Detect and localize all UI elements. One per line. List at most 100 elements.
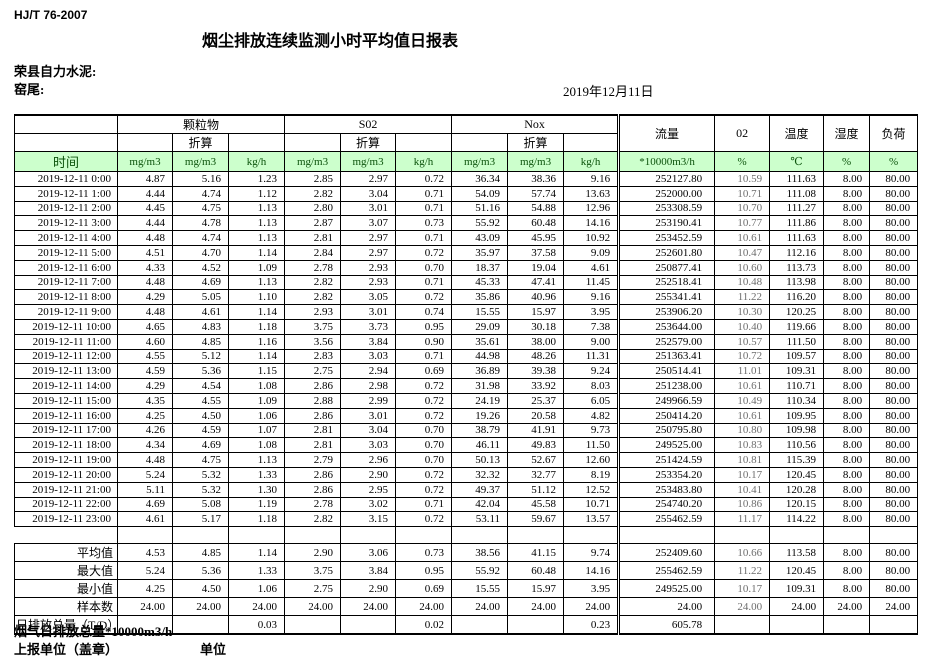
value-cell: 1.13 <box>227 274 286 291</box>
value-cell: 80.00 <box>869 171 919 187</box>
value-cell: 5.32 <box>172 466 229 483</box>
value-cell: 32.32 <box>451 466 509 483</box>
page-title: 烟尘排放连续监测小时平均值日报表 <box>201 33 458 50</box>
group-header-o2: 02 <box>714 114 771 152</box>
value-cell: 43.09 <box>451 230 509 246</box>
unit-cell: kg/h <box>227 151 286 172</box>
value-cell: 2.86 <box>284 466 342 483</box>
value-cell: 4.74 <box>172 185 229 202</box>
value-cell: 3.04 <box>340 185 397 202</box>
value-cell: 0.72 <box>395 481 453 498</box>
value-cell: 2.82 <box>284 511 342 528</box>
value-cell: 120.45 <box>769 466 825 483</box>
value-cell: 113.73 <box>769 259 825 276</box>
blank-cell <box>284 526 342 545</box>
time-cell: 2019-12-11 22:00 <box>14 496 118 513</box>
value-cell: 4.48 <box>117 274 173 291</box>
value-cell: 24.00 <box>395 597 453 617</box>
blank-cell <box>14 133 118 152</box>
value-cell: 80.00 <box>869 318 919 335</box>
value-cell: 10.61 <box>714 378 771 394</box>
value-cell: 11.01 <box>714 363 771 380</box>
table-row: 2019-12-11 3:00 4.44 4.78 1.13 2.87 3.07 0.73 5… <box>14 215 919 232</box>
value-cell: 113.58 <box>769 543 825 563</box>
value-cell: 80.00 <box>869 543 919 563</box>
value-cell: 254740.20 <box>617 496 716 513</box>
standard-code: HJ/T 76-2007 <box>14 8 88 22</box>
group-header-load: 负荷 <box>869 114 919 152</box>
value-cell: 80.00 <box>869 392 919 409</box>
value-cell: 55.92 <box>451 561 509 581</box>
value-cell: 8.00 <box>823 318 871 335</box>
units-header-row: 时间 mg/m3 mg/m3 kg/h mg/m3 mg/m3 kg/h mg/… <box>14 151 919 172</box>
value-cell: 14.16 <box>563 561 620 581</box>
value-cell: 4.48 <box>117 452 173 468</box>
value-cell: 3.03 <box>340 437 397 454</box>
time-cell: 2019-12-11 5:00 <box>14 244 118 261</box>
unit-cell: ℃ <box>769 151 825 172</box>
value-cell: 9.73 <box>563 422 620 439</box>
summary-row: 最小值 4.25 4.50 1.06 2.75 2.90 0.69 15.55 15.97 3.9… <box>14 579 919 599</box>
value-cell: 0.95 <box>395 318 453 335</box>
value-cell: 60.48 <box>507 215 565 232</box>
value-cell: 4.61 <box>172 304 229 320</box>
value-cell: 252127.80 <box>617 171 716 187</box>
group-header-so2: S02 <box>284 114 453 134</box>
value-cell: 0.72 <box>395 244 453 261</box>
value-cell: 2.78 <box>284 259 342 276</box>
time-cell: 2019-12-11 8:00 <box>14 289 118 306</box>
value-cell: 8.00 <box>823 378 871 394</box>
group-header-pm: 颗粒物 <box>116 114 286 134</box>
value-cell: 8.00 <box>823 481 871 498</box>
value-cell <box>340 615 397 636</box>
value-cell: 4.29 <box>117 289 173 306</box>
time-cell: 2019-12-11 4:00 <box>14 230 118 246</box>
value-cell: 4.48 <box>117 304 173 320</box>
value-cell: 2.84 <box>284 244 342 261</box>
value-cell: 10.72 <box>714 348 771 365</box>
value-cell: 31.98 <box>451 378 509 394</box>
table-row: 2019-12-11 0:00 4.87 5.16 1.23 2.85 2.97 0.72 3… <box>14 171 919 187</box>
value-cell: 80.00 <box>869 200 919 217</box>
unit-cell: mg/m3 <box>117 151 173 172</box>
value-cell: 4.50 <box>172 579 229 599</box>
group-header-nox: Nox <box>451 114 620 134</box>
value-cell: 2.90 <box>340 579 397 599</box>
value-cell: 42.04 <box>451 496 509 513</box>
value-cell: 44.98 <box>451 348 509 365</box>
value-cell: 1.13 <box>227 200 286 217</box>
value-cell: 3.05 <box>340 289 397 306</box>
table-row: 2019-12-11 21:00 5.11 5.32 1.30 2.86 2.95 0.72… <box>14 481 919 498</box>
report-date: 2019年12月11日 <box>563 84 654 99</box>
value-cell: 3.04 <box>340 422 397 439</box>
value-cell: 2.90 <box>340 466 397 483</box>
time-cell: 2019-12-11 0:00 <box>14 171 118 187</box>
table-row: 2019-12-11 2:00 4.45 4.75 1.13 2.80 3.01 0.71 5… <box>14 200 919 217</box>
value-cell: 80.00 <box>869 511 919 528</box>
value-cell: 8.00 <box>823 579 871 599</box>
value-cell: 253906.20 <box>617 304 716 320</box>
unit-cell: *10000m3/h <box>617 151 716 172</box>
value-cell: 250795.80 <box>617 422 716 439</box>
table-row: 2019-12-11 1:00 4.44 4.74 1.12 2.82 3.04 0.71 5… <box>14 185 919 202</box>
value-cell: 2.83 <box>284 348 342 365</box>
value-cell: 55.92 <box>451 215 509 232</box>
value-cell: 35.97 <box>451 244 509 261</box>
value-cell: 8.00 <box>823 511 871 528</box>
value-cell: 51.12 <box>507 481 565 498</box>
value-cell: 24.00 <box>451 597 509 617</box>
value-cell: 253354.20 <box>617 466 716 483</box>
value-cell <box>507 615 565 636</box>
value-cell: 80.00 <box>869 289 919 306</box>
value-cell: 1.10 <box>227 289 286 306</box>
unit-cell: % <box>823 151 871 172</box>
value-cell: 3.02 <box>340 496 397 513</box>
value-cell: 3.01 <box>340 200 397 217</box>
value-cell: 10.57 <box>714 333 771 350</box>
time-cell: 2019-12-11 21:00 <box>14 481 118 498</box>
value-cell: 2.80 <box>284 200 342 217</box>
value-cell: 8.00 <box>823 185 871 202</box>
value-cell: 39.38 <box>507 363 565 380</box>
value-cell: 3.07 <box>340 215 397 232</box>
